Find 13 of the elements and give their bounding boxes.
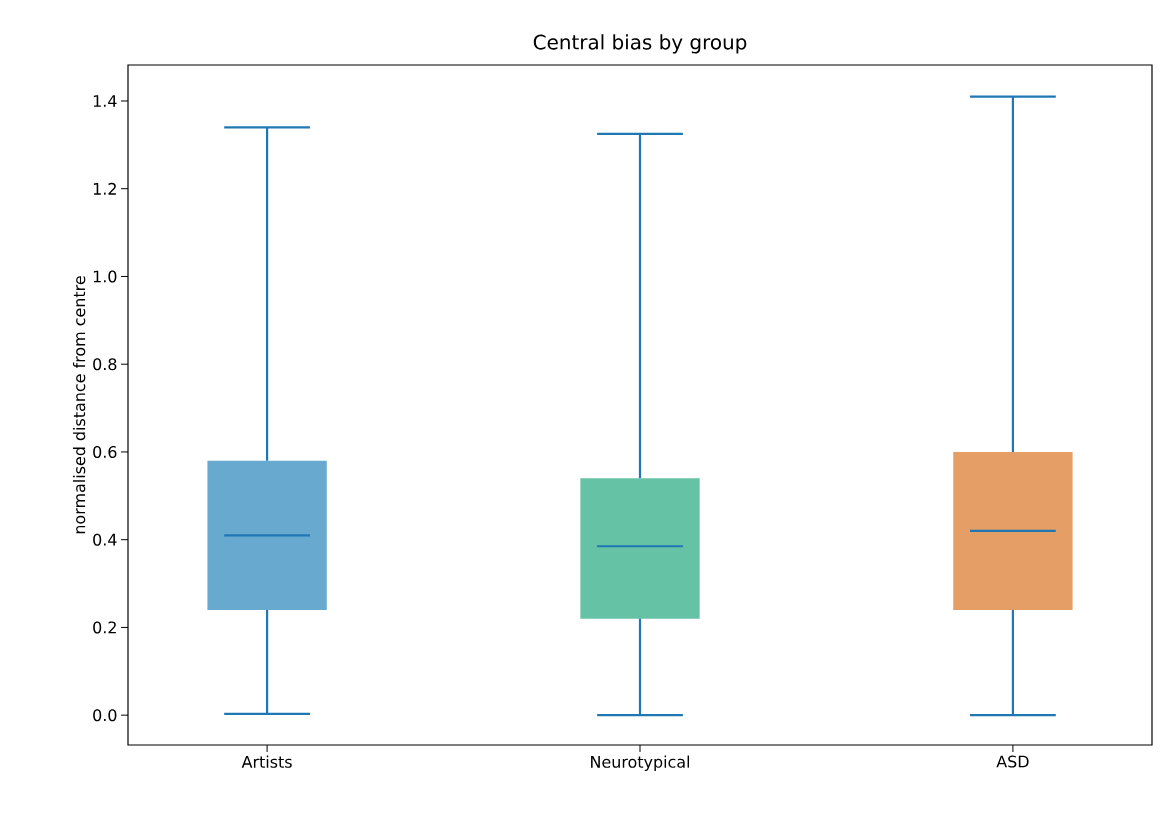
y-tick-label: 0.4 <box>93 533 117 546</box>
x-tick-label: Neurotypical <box>591 755 690 771</box>
y-axis-title: normalised distance from centre <box>72 276 86 534</box>
y-tick-label: 1.0 <box>93 270 117 283</box>
x-tick-label: Artists <box>241 755 292 768</box>
x-tick-label: ASD <box>996 755 1029 768</box>
y-tick-label: 0.2 <box>93 621 116 634</box>
y-tick-label: 0.6 <box>93 445 117 458</box>
y-tick-label: 0.0 <box>93 709 117 722</box>
y-tick-label: 0.8 <box>93 358 117 371</box>
y-tick-label: 1.4 <box>93 95 117 107</box>
chart-title: Central bias by group <box>533 34 747 54</box>
y-tick-label: 1.2 <box>93 182 116 195</box>
